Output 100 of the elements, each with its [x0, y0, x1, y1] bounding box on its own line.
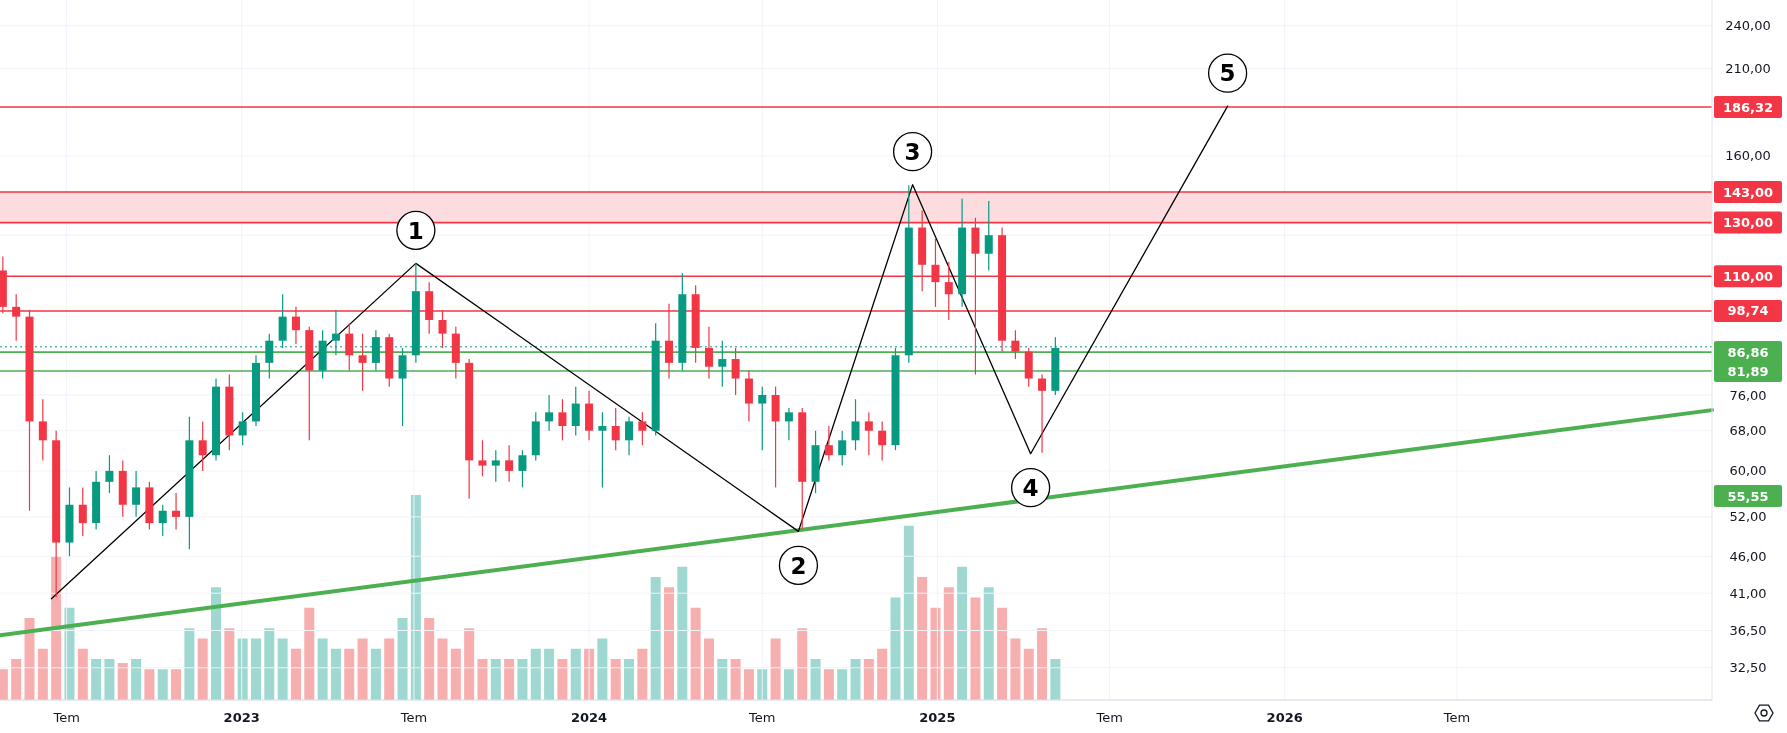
- y-tick-label: 160,00: [1725, 148, 1771, 164]
- bar: [957, 566, 968, 700]
- candlestick: [198, 420, 207, 472]
- candlestick: [704, 326, 713, 380]
- x-tick-label: Tem: [52, 709, 80, 725]
- candlestick: [598, 411, 607, 488]
- bar: [610, 659, 621, 700]
- x-tick-label: Tem: [1442, 709, 1471, 725]
- bar: [650, 577, 661, 700]
- candlestick: [824, 425, 833, 461]
- candlestick: [478, 439, 487, 477]
- bar: [863, 659, 874, 700]
- bar: [264, 628, 275, 700]
- candlestick: [731, 347, 740, 396]
- bar: [690, 607, 701, 700]
- candlestick: [518, 449, 527, 488]
- candlestick: [638, 411, 647, 446]
- bar: [730, 659, 741, 700]
- bar: [11, 659, 22, 700]
- candlestick: [172, 492, 181, 531]
- bar: [157, 669, 168, 700]
- bar: [504, 659, 515, 700]
- bar: [877, 648, 888, 700]
- bar: [997, 607, 1008, 700]
- bar: [1037, 628, 1048, 700]
- candlestick: [758, 386, 767, 451]
- y-tick-label: 46,00: [1729, 548, 1767, 564]
- bar: [277, 638, 288, 700]
- annotation: 3: [904, 138, 921, 165]
- ref-line-label: 143,00: [1722, 184, 1774, 200]
- candlestick: [851, 398, 860, 451]
- bar: [797, 628, 808, 700]
- bar: [677, 566, 688, 700]
- y-tick-label: 52,00: [1729, 509, 1767, 525]
- annotation: 4: [1022, 475, 1039, 501]
- bar: [850, 659, 861, 700]
- ref-line-label: 86,86: [1727, 344, 1769, 360]
- bar: [344, 648, 355, 700]
- x-tick-label: Tem: [1095, 709, 1123, 725]
- x-tick-label: 2025: [919, 709, 956, 725]
- bar: [664, 587, 674, 700]
- bar: [557, 659, 568, 700]
- bar: [250, 638, 261, 700]
- bar: [1050, 659, 1061, 700]
- bar: [917, 577, 928, 700]
- candlestick: [1038, 373, 1047, 454]
- bar: [983, 587, 994, 700]
- y-tick-label: 240,00: [1725, 18, 1771, 34]
- bar: [131, 659, 142, 700]
- x-tick-label: 2023: [223, 709, 260, 725]
- candlestick: [1011, 329, 1020, 360]
- y-tick-label: 36,50: [1729, 623, 1767, 639]
- bar: [304, 607, 315, 700]
- ref-line-label: 81,89: [1727, 363, 1769, 379]
- bar: [970, 597, 981, 700]
- bar: [1023, 648, 1034, 700]
- bar: [357, 638, 368, 700]
- bar: [637, 648, 648, 700]
- bar: [837, 669, 848, 700]
- bar: [597, 638, 608, 700]
- bar: [144, 669, 155, 700]
- bar: [450, 648, 461, 700]
- bar: [1010, 638, 1021, 700]
- ref-line-label: 186,32: [1722, 99, 1774, 115]
- bar: [104, 659, 115, 700]
- bar: [570, 648, 581, 700]
- y-tick-label: 60,00: [1729, 463, 1767, 479]
- bar: [317, 638, 328, 700]
- bar: [530, 648, 541, 700]
- bar: [464, 628, 475, 700]
- bar: [717, 659, 728, 700]
- candlestick: [105, 454, 114, 494]
- bar: [783, 669, 794, 700]
- bar: [370, 648, 381, 700]
- candlestick: [611, 407, 620, 451]
- candlestick: [838, 430, 847, 467]
- bar: [624, 659, 635, 700]
- candlestick: [158, 504, 167, 537]
- bar: [211, 587, 222, 700]
- y-tick-label: 76,00: [1729, 387, 1767, 403]
- bar: [290, 648, 301, 700]
- candlestick: [331, 309, 340, 356]
- candlestick: [558, 398, 567, 441]
- x-tick-label: 2024: [570, 709, 608, 725]
- bar: [544, 648, 555, 700]
- candlestick: [132, 470, 141, 518]
- bar: [890, 597, 901, 700]
- annotation: 2: [790, 552, 807, 579]
- bar: [490, 659, 501, 700]
- bar: [477, 659, 488, 700]
- bar: [743, 669, 754, 700]
- candlestick: [238, 411, 247, 446]
- candlestick: [625, 416, 634, 456]
- candlestick: [984, 200, 993, 272]
- bar: [37, 648, 48, 700]
- line-series: [50, 105, 1229, 600]
- bar: [91, 659, 102, 700]
- y-tick-label: 41,00: [1729, 585, 1767, 601]
- y-tick-label: 68,00: [1729, 423, 1767, 439]
- ref-line-label: 98,74: [1727, 303, 1769, 319]
